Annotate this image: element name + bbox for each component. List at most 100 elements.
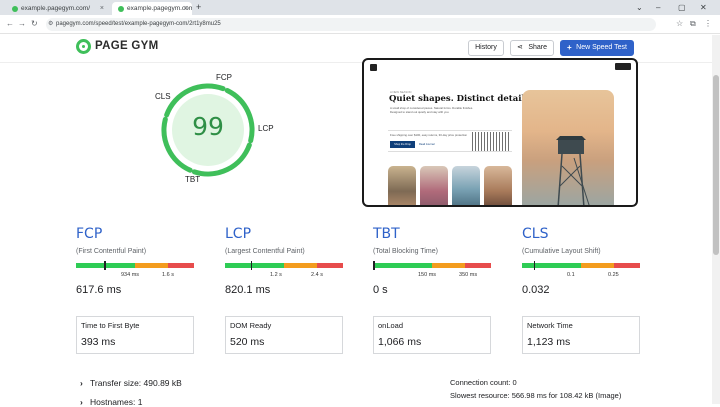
bar-good-segment: [225, 263, 284, 268]
maximize-icon[interactable]: ▢: [678, 3, 686, 12]
metric-threshold-bar: [76, 261, 194, 270]
dom-ready-card: DOM Ready 520 ms: [225, 316, 343, 354]
browser-tab-active[interactable]: example.pagegym.com/ ×: [112, 2, 192, 15]
gauge-arc-fcp: [164, 83, 226, 118]
metric-subtitle: (Cumulative Layout Shift): [522, 248, 601, 255]
preview-product-image: [472, 132, 510, 151]
metric-tick-good: 1.2 s: [270, 272, 282, 278]
bar-good-segment: [373, 263, 432, 268]
preview-thumb-coast: [452, 166, 480, 205]
bar-average-segment: [284, 263, 318, 268]
chevron-right-icon: ›: [80, 378, 83, 388]
new-tab-icon[interactable]: +: [196, 2, 202, 12]
back-icon[interactable]: ←: [6, 19, 14, 28]
slowest-resource: Slowest resource: 566.98 ms for 108.42 k…: [450, 391, 622, 400]
metric-value: 0 s: [373, 284, 388, 296]
bar-average-segment: [581, 263, 615, 268]
new-speed-test-button[interactable]: + New Speed Test: [560, 40, 634, 56]
puzzle-icon[interactable]: ⧉: [690, 19, 696, 28]
transfer-size-expander[interactable]: › Transfer size: 490.89 kB: [80, 378, 182, 388]
metric-tick-poor: 350 ms: [459, 272, 478, 278]
page-scrollbar[interactable]: [712, 35, 720, 404]
metric-value: 820.1 ms: [225, 284, 271, 296]
gauge-label-tbt: TBT: [185, 175, 201, 184]
metric-tick-poor: 0.25: [608, 272, 619, 278]
card-value: 1,066 ms: [378, 336, 422, 348]
preview-headline: Quiet shapes. Distinct details.: [389, 94, 533, 104]
share-label: Share: [528, 44, 547, 51]
bar-poor-segment: [614, 263, 640, 268]
menu-icon[interactable]: ⋮: [704, 19, 712, 28]
metric-marker: [373, 261, 375, 270]
page-screenshot-preview[interactable]: A NEW SEASON Quiet shapes. Distinct deta…: [362, 58, 638, 207]
url-field[interactable]: ⚙ pagegym.com/speed/test/example-pagegym…: [46, 18, 656, 31]
card-value: 520 ms: [230, 336, 265, 348]
metric-title: FCP: [76, 226, 103, 242]
card-label: Network Time: [527, 321, 573, 330]
ttfb-card: Time to First Byte 393 ms: [76, 316, 194, 354]
reload-icon[interactable]: ↻: [31, 19, 38, 28]
bar-poor-segment: [317, 263, 343, 268]
metric-subtitle: (Largest Contentful Paint): [225, 248, 305, 255]
card-label: Time to First Byte: [81, 321, 140, 330]
hostnames-text: Hostnames: 1: [90, 397, 143, 407]
pagegym-logo-icon[interactable]: [76, 39, 91, 54]
browser-tab-bar: example.pagegym.com/ × example.pagegym.c…: [0, 0, 720, 15]
metric-threshold-bar: [522, 261, 640, 270]
bar-average-segment: [432, 263, 466, 268]
card-value: 393 ms: [81, 336, 116, 348]
card-value: 1,123 ms: [527, 336, 571, 348]
connection-count: Connection count: 0: [450, 378, 517, 387]
chevron-right-icon: ›: [80, 397, 83, 407]
onload-card: onLoad 1,066 ms: [373, 316, 491, 354]
url-text: pagegym.com/speed/test/example-pagegym-c…: [56, 21, 221, 27]
metric-subtitle: (First Contentful Paint): [76, 248, 147, 255]
bar-poor-segment: [168, 263, 194, 268]
transfer-size-text: Transfer size: 490.89 kB: [90, 378, 182, 388]
performance-score: 99: [192, 112, 224, 141]
bar-poor-segment: [465, 263, 491, 268]
history-button[interactable]: History: [468, 40, 504, 56]
metric-threshold-bar: [225, 261, 343, 270]
lifeguard-tower-icon: [556, 136, 590, 205]
gauge-arcs: [161, 83, 255, 177]
favicon-icon: [118, 5, 124, 12]
tab-title: example.pagegym.com/: [21, 5, 91, 12]
metric-marker: [104, 261, 106, 270]
star-icon[interactable]: ☆: [676, 19, 684, 28]
tab-search-icon[interactable]: ⌄: [636, 3, 643, 12]
site-header: PAGE GYM History ⋖ Share + New Speed Tes…: [0, 35, 712, 62]
metric-marker: [533, 261, 536, 270]
preview-thumb-boardwalk: [420, 166, 448, 205]
gauge-fill: [172, 94, 244, 166]
preview-body: A small shop of considered pieces. Natur…: [390, 106, 474, 114]
close-window-icon[interactable]: ✕: [700, 3, 707, 12]
preview-hero-image: [522, 90, 614, 205]
card-label: onLoad: [378, 321, 404, 330]
site-info-icon[interactable]: ⚙: [48, 21, 54, 27]
metric-tick-good: 150 ms: [418, 272, 437, 278]
brand-name[interactable]: PAGE GYM: [95, 40, 159, 52]
plus-icon: +: [567, 43, 572, 52]
minimize-icon[interactable]: –: [656, 3, 661, 12]
tab-close-icon[interactable]: ×: [183, 5, 188, 12]
preview-shop-button: Shop the Drop: [390, 141, 415, 148]
browser-tab[interactable]: example.pagegym.com/ ×: [6, 2, 108, 15]
bar-average-segment: [135, 263, 169, 268]
network-time-card: Network Time 1,123 ms: [522, 316, 640, 354]
scrollbar-thumb[interactable]: [713, 75, 719, 255]
preview-nav-button: [615, 63, 631, 70]
share-button[interactable]: ⋖ Share: [510, 40, 554, 56]
card-label: DOM Ready: [230, 321, 272, 330]
gauge-arc-lcp: [224, 87, 255, 144]
gauge-label-fcp: FCP: [216, 73, 232, 82]
new-speed-test-label: New Speed Test: [576, 44, 627, 51]
metric-value: 0.032: [522, 284, 550, 296]
hostnames-expander[interactable]: › Hostnames: 1: [80, 397, 142, 407]
tab-title: example.pagegym.com/: [127, 5, 192, 12]
score-gauge: [161, 83, 255, 177]
forward-icon[interactable]: →: [18, 19, 26, 28]
tab-close-icon[interactable]: ×: [99, 5, 104, 12]
bar-good-segment: [522, 263, 581, 268]
metric-title: LCP: [225, 226, 252, 242]
